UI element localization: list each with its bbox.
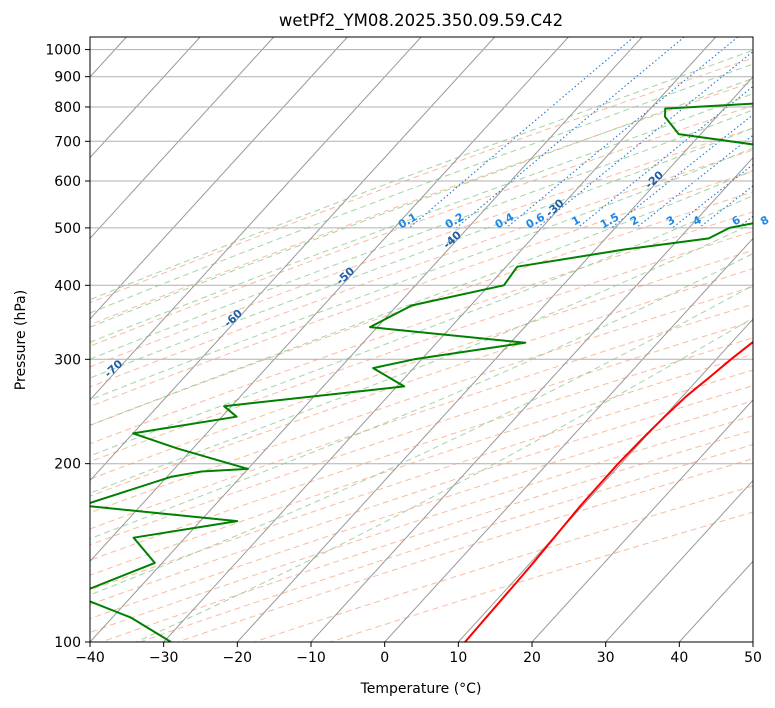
- x-axis: −40 −30 −20 −10 0 10 20 30 40 50: [75, 642, 762, 666]
- dry-adiabat: [90, 369, 753, 591]
- y-tick-label: 600: [54, 174, 81, 190]
- y-tick-label: 300: [54, 352, 81, 368]
- plot-frame: [89, 36, 754, 643]
- isotherm-line: [531, 399, 753, 642]
- pressure-grid: [90, 49, 753, 642]
- isotherm-line: [236, 76, 753, 642]
- dry-adiabat: [90, 105, 753, 347]
- dry-adiabat: [90, 268, 753, 497]
- x-tick-label: 50: [744, 650, 762, 666]
- mixing-ratio-line: [577, 85, 753, 229]
- y-axis-label: Pressure (hPa): [13, 290, 29, 390]
- isotherm-line: [90, 37, 348, 320]
- dry-adiabat: [90, 230, 753, 463]
- y-tick-label: 1000: [45, 43, 81, 59]
- x-tick-label: 20: [523, 650, 541, 666]
- dry-adiabat: [90, 191, 753, 426]
- x-tick-label: 40: [670, 650, 688, 666]
- isotherm-line: [310, 156, 753, 642]
- dry-adiabat: [90, 400, 753, 620]
- y-axis: 1000 900 800 700 600 500 400 300 200 100: [45, 43, 90, 651]
- y-tick-label: 900: [54, 70, 81, 86]
- dry-adiabat: [90, 303, 753, 530]
- moist-adiabat: [90, 222, 753, 494]
- y-tick-label: 100: [54, 635, 81, 651]
- isotherm-line: [90, 37, 275, 240]
- dry-adiabat: [90, 337, 753, 561]
- background-lines: [90, 37, 753, 642]
- y-tick-label: 500: [54, 221, 81, 237]
- moist-adiabat: [90, 147, 753, 401]
- dry-adiabat: [90, 385, 753, 606]
- moist-adiabat: [90, 49, 753, 301]
- x-tick-label: −20: [223, 650, 253, 666]
- y-tick-label: 200: [54, 457, 81, 473]
- dry-adiabat: [90, 211, 753, 445]
- dry-adiabat: [254, 485, 753, 642]
- isotherm-line: [90, 37, 569, 562]
- isotherm-line: [384, 237, 753, 642]
- y-tick-label: 400: [54, 278, 81, 294]
- mixing-ratio-line: [635, 134, 753, 229]
- x-tick-label: 0: [380, 650, 389, 666]
- y-tick-label: 700: [54, 134, 81, 150]
- mixing-ratio-line: [698, 185, 753, 229]
- dewpoint-profile: [90, 102, 753, 642]
- x-tick-label: −40: [75, 650, 105, 666]
- x-axis-label: Temperature (°C): [360, 681, 482, 697]
- x-tick-label: 10: [449, 650, 467, 666]
- sounding-profiles: [90, 102, 753, 642]
- dry-adiabat: [90, 353, 753, 576]
- moist-adiabat: [90, 63, 753, 314]
- y-tick-label: 800: [54, 100, 81, 116]
- dry-adiabat: [90, 320, 753, 546]
- isotherm-line: [90, 37, 201, 159]
- moist-adiabat: [90, 109, 753, 360]
- dry-adiabat: [90, 127, 753, 368]
- moist-adiabat: [135, 317, 753, 642]
- dry-adiabat: [90, 149, 753, 388]
- dry-adiabat: [90, 170, 753, 407]
- isotherm-line: [90, 37, 643, 642]
- isotherm-line: [90, 37, 422, 401]
- mixing-ratio-line: [455, 37, 685, 229]
- isotherm-grid: [90, 37, 753, 642]
- dry-adiabat: [90, 249, 753, 480]
- temperature-profile: [464, 340, 753, 642]
- dry-adiabat: [330, 511, 753, 642]
- isotherm-line: [163, 37, 717, 642]
- isotherm-line: [605, 479, 753, 642]
- isotherm-line: [90, 37, 496, 482]
- mixing-ratio-line: [409, 37, 635, 229]
- chart-title: wetPf2_YM08.2025.350.09.59.C42: [279, 11, 563, 31]
- x-tick-label: −30: [149, 650, 179, 666]
- x-tick-label: −10: [296, 650, 326, 666]
- x-tick-label: 30: [597, 650, 615, 666]
- moist-adiabat: [90, 93, 753, 343]
